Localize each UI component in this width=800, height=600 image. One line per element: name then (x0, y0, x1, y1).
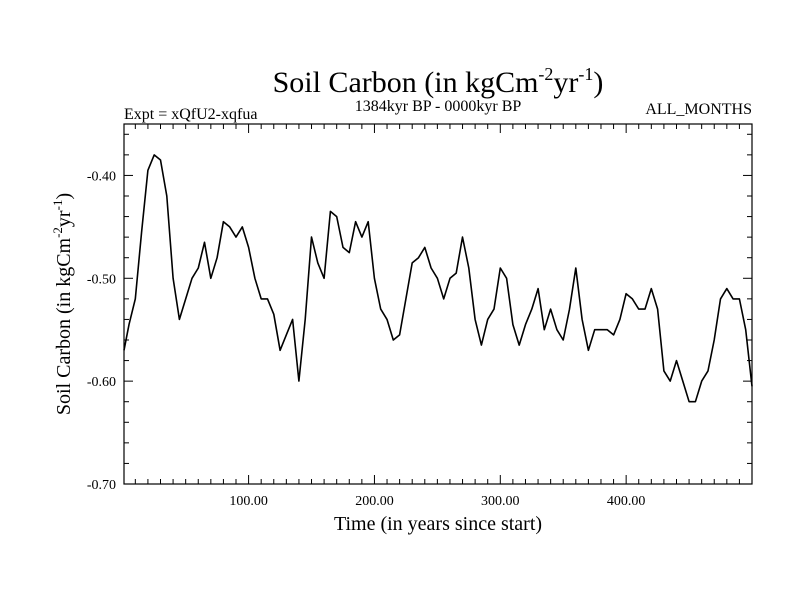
x-axis-label: Time (in years since start) (334, 513, 542, 535)
chart-title: Soil Carbon (in kgCm-2yr-1) (273, 64, 604, 99)
x-tick-label: 400.00 (607, 494, 646, 509)
experiment-label: Expt = xQfU2-xqfua (124, 106, 257, 123)
soil-carbon-line (123, 154, 753, 403)
plot-frame (123, 123, 753, 485)
y-tick-label: -0.40 (87, 169, 116, 184)
x-tick-label: 100.00 (229, 494, 268, 509)
months-label: ALL_MONTHS (645, 101, 752, 118)
x-axis-ticks: 100.00 200.00 300.00 400.00 (134, 124, 740, 509)
y-tick-label: -0.60 (87, 375, 116, 390)
x-tick-label: 200.00 (355, 494, 394, 509)
y-axis-label: Soil Carbon (in kgCm-2yr-1) (50, 193, 75, 415)
y-axis-ticks: -0.70 -0.60 -0.50 -0.40 (87, 133, 752, 493)
x-tick-label: 300.00 (481, 494, 520, 509)
y-tick-label: -0.70 (87, 478, 116, 493)
y-tick-label: -0.50 (87, 272, 116, 287)
time-range-label: 1384kyr BP - 0000kyr BP (355, 98, 522, 115)
